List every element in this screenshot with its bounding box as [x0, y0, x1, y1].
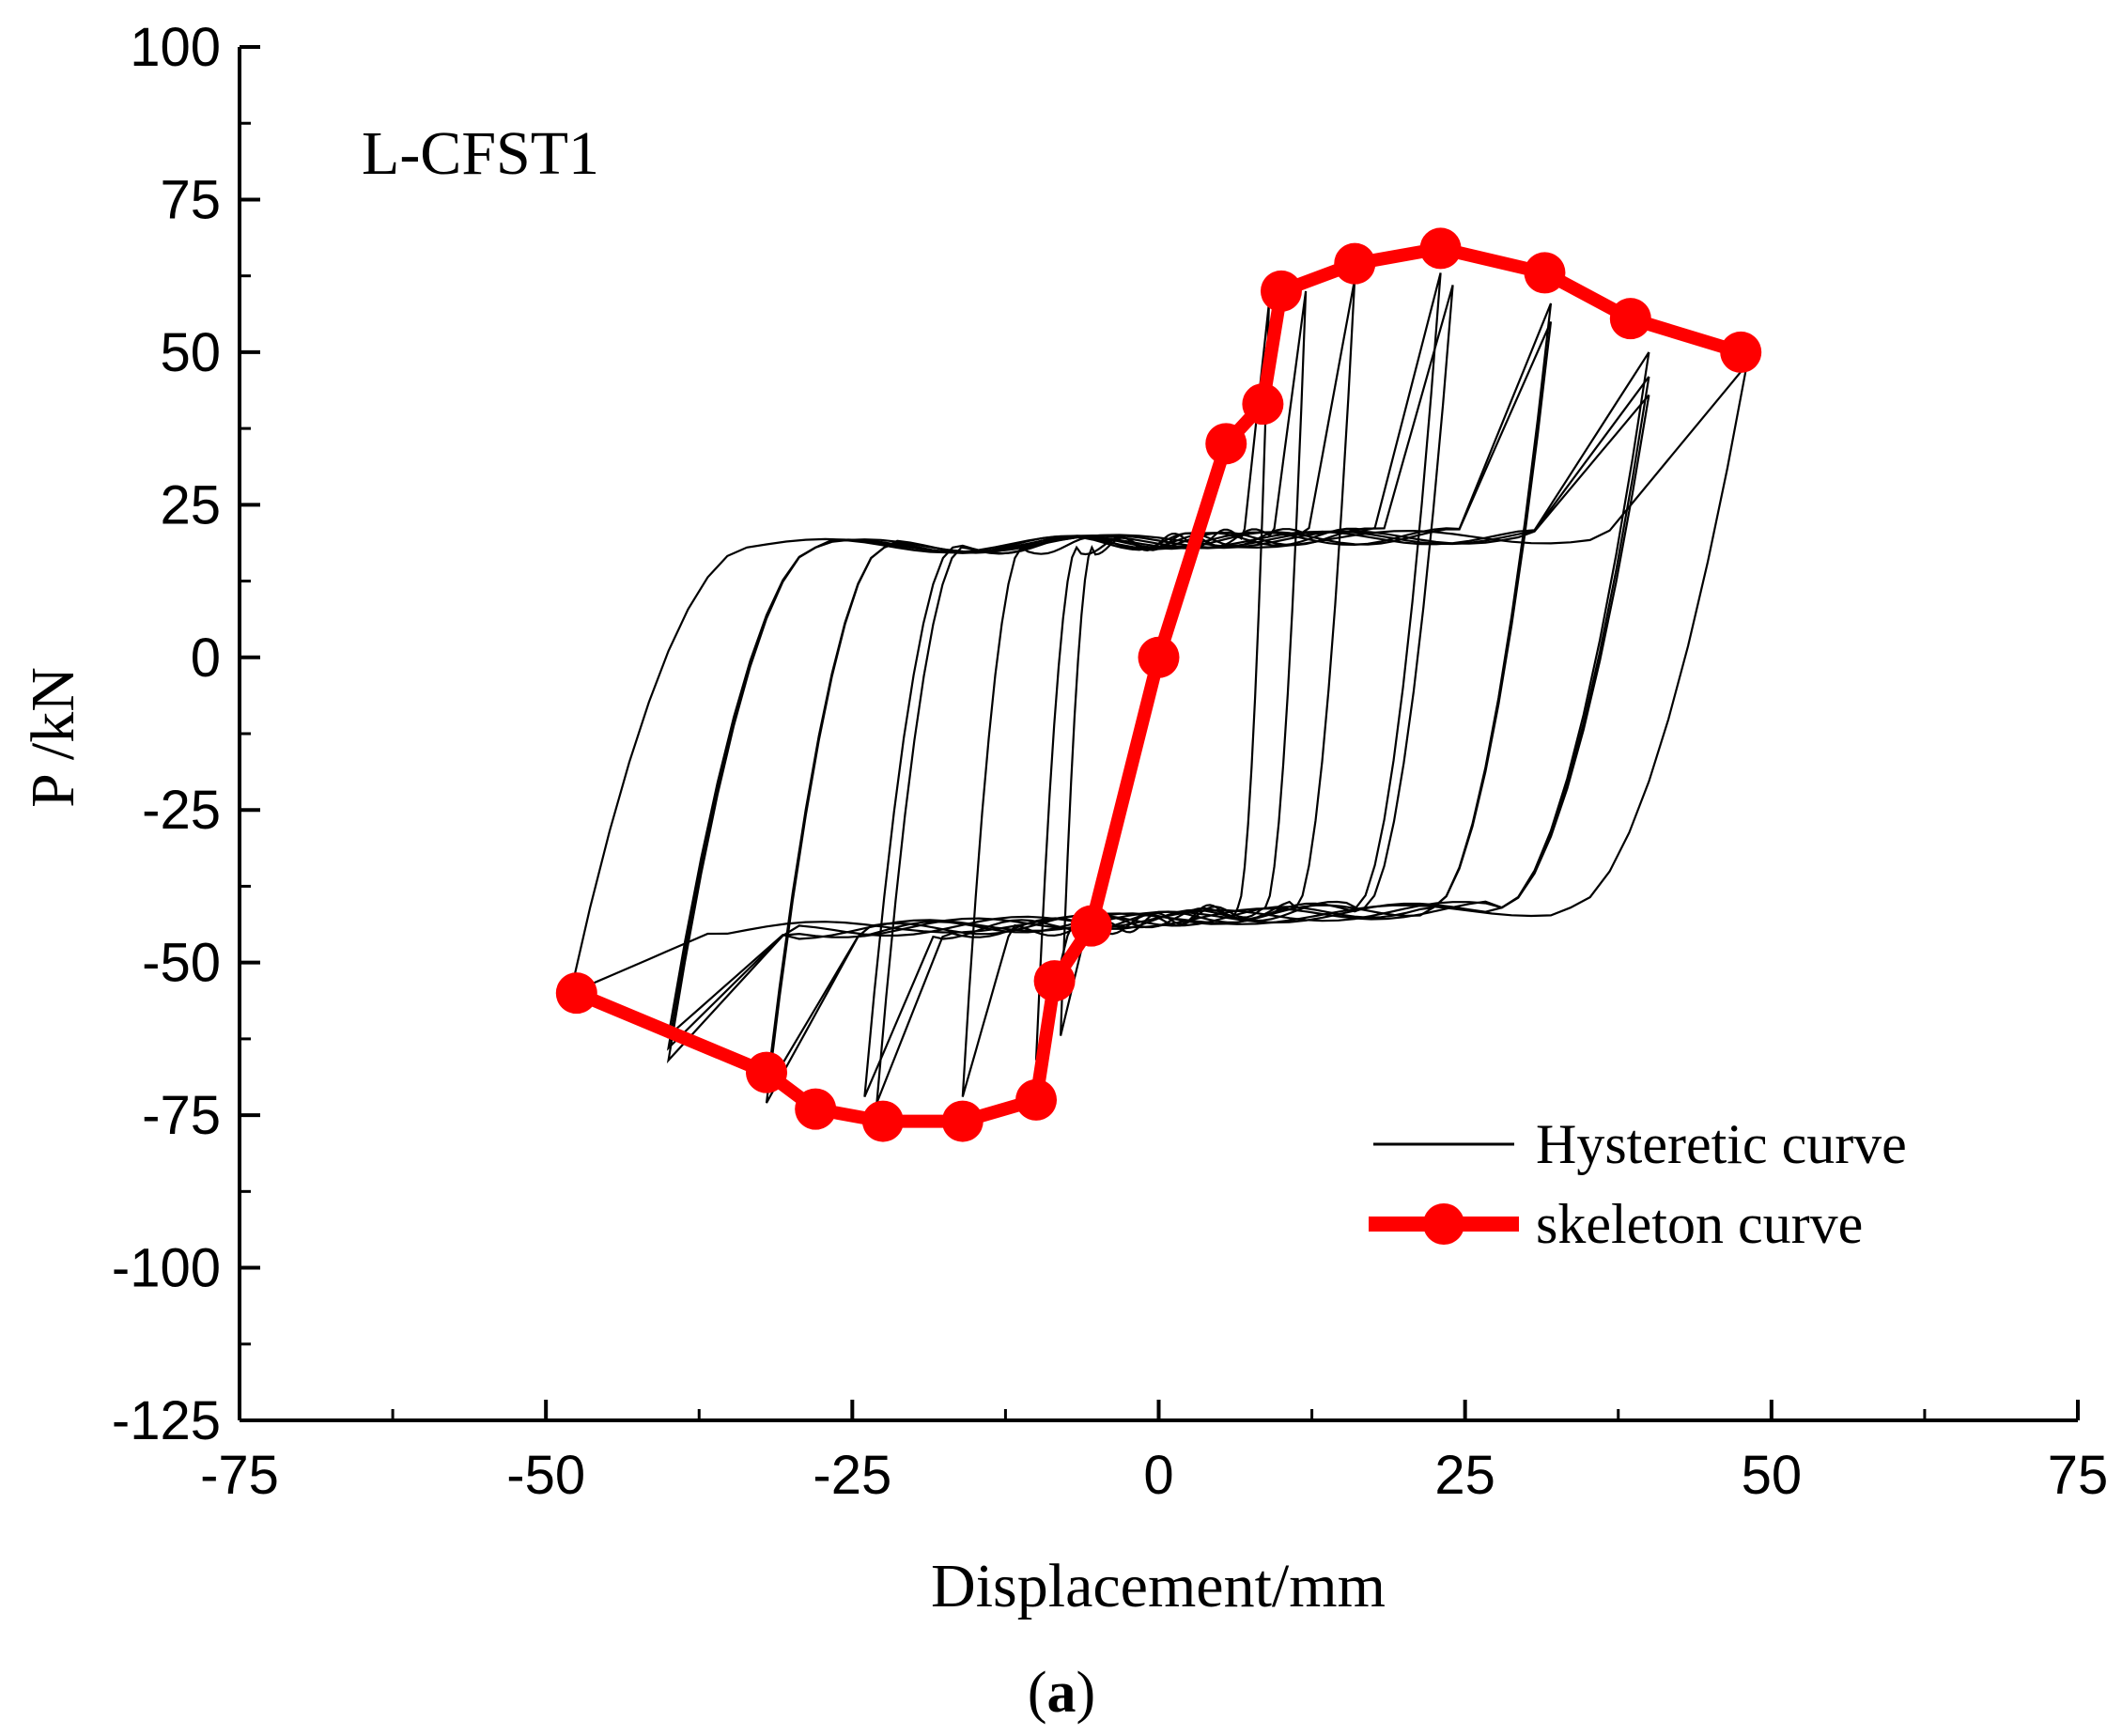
skeleton-curve-series — [555, 227, 1762, 1142]
skeleton-curve-line — [574, 241, 1743, 1128]
y-tick-label: 25 — [160, 474, 221, 535]
legend-skeleton-marker — [1423, 1203, 1464, 1245]
x-tick-label: -75 — [200, 1445, 279, 1506]
x-tick-label: 50 — [1742, 1445, 1803, 1506]
y-tick-label: 50 — [160, 322, 221, 383]
x-axis-title: Displacement/mm — [931, 1552, 1386, 1620]
skeleton-point — [1015, 1078, 1058, 1121]
skeleton-point — [1419, 227, 1462, 270]
hysteretic-loop — [666, 376, 1650, 1051]
skeleton-point — [746, 1051, 788, 1093]
skeleton-point — [1334, 242, 1376, 285]
x-tick-label: 25 — [1434, 1445, 1495, 1506]
hysteretic-loop — [666, 394, 1650, 1039]
y-tick-label: 0 — [191, 628, 221, 689]
skeleton-point — [1260, 270, 1302, 312]
skeleton-point — [1720, 331, 1762, 373]
x-tick-label: 75 — [2048, 1445, 2109, 1506]
annotation-label: L-CFST1 — [362, 119, 599, 188]
hysteretic-loop — [863, 285, 1454, 1098]
hysteretic-loop — [875, 272, 1442, 1104]
x-axis-ticks: -75 -50 -25 0 25 50 75 — [200, 1400, 2108, 1506]
skeleton-point — [1205, 423, 1247, 465]
y-tick-label: -25 — [142, 780, 221, 841]
x-tick-label: -50 — [506, 1445, 585, 1506]
y-tick-label: 75 — [160, 169, 221, 230]
caption-letter: a — [1047, 1661, 1076, 1725]
y-axis-title: P /kN — [19, 667, 87, 808]
skeleton-point — [1138, 636, 1180, 678]
legend-hysteretic-label: Hysteretic curve — [1536, 1113, 1907, 1175]
y-tick-label: -125 — [112, 1390, 221, 1451]
legend: Hysteretic curve skeleton curve — [1369, 1113, 1907, 1255]
legend-skeleton-label: skeleton curve — [1536, 1193, 1863, 1255]
hysteretic-loop — [666, 351, 1650, 1064]
y-tick-label: -75 — [142, 1085, 221, 1146]
hysteretic-loop — [765, 302, 1553, 1104]
x-tick-label: 0 — [1143, 1445, 1173, 1506]
hysteretic-loop — [961, 278, 1356, 1097]
skeleton-point — [555, 972, 597, 1015]
skeleton-point — [1242, 383, 1284, 426]
skeleton-point — [1033, 960, 1076, 1002]
skeleton-point — [941, 1100, 984, 1142]
skeleton-point — [795, 1088, 837, 1130]
skeleton-point — [1524, 252, 1566, 294]
skeleton-point — [1070, 905, 1112, 947]
skeleton-point — [1609, 298, 1651, 340]
y-tick-label: 100 — [130, 17, 221, 78]
y-tick-label: -50 — [142, 933, 221, 994]
x-tick-label: -25 — [813, 1445, 891, 1506]
hysteretic-curve-series — [568, 272, 1748, 1104]
hysteretic-loop — [765, 320, 1553, 1092]
y-axis-ticks: 100 75 50 25 0 -25 -50 -75 -100 -125 — [112, 17, 260, 1451]
y-tick-label: -100 — [112, 1238, 221, 1299]
figure-caption: (a) — [1028, 1661, 1095, 1725]
skeleton-point — [861, 1100, 904, 1142]
